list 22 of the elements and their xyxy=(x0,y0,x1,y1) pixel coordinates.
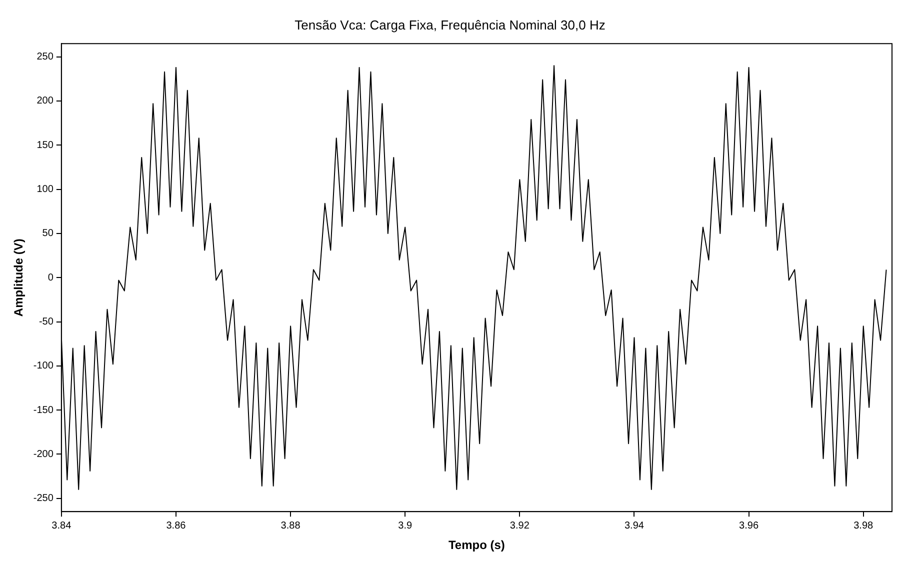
x-tick-label: 3.84 xyxy=(52,520,72,532)
chart-title: Tensão Vca: Carga Fixa, Frequência Nominal 30,0 Hz xyxy=(294,17,606,32)
y-tick-label: -100 xyxy=(33,360,54,372)
y-tick-label: 0 xyxy=(48,272,54,284)
x-tick-label: 3.98 xyxy=(854,520,874,532)
x-axis-title: Tempo (s) xyxy=(448,538,505,552)
y-axis-title: Amplitude (V) xyxy=(12,238,26,317)
x-tick-label: 3.92 xyxy=(510,520,530,532)
y-tick-label: 250 xyxy=(36,52,54,63)
y-tick-label: 50 xyxy=(42,228,54,240)
y-tick-label: -150 xyxy=(33,404,54,416)
y-tick-label: 100 xyxy=(36,184,54,196)
x-tick-label: 3.94 xyxy=(624,520,644,532)
x-tick-label: 3.9 xyxy=(398,520,412,532)
x-tick-label: 3.88 xyxy=(280,520,301,532)
y-tick-label: -250 xyxy=(33,493,54,504)
y-tick-label: -50 xyxy=(38,316,54,328)
y-tick-label: 200 xyxy=(36,96,54,107)
y-tick-label: 150 xyxy=(36,140,54,151)
y-tick-label: -200 xyxy=(33,448,54,460)
x-tick-label: 3.86 xyxy=(166,520,186,532)
x-tick-label: 3.96 xyxy=(739,520,759,532)
